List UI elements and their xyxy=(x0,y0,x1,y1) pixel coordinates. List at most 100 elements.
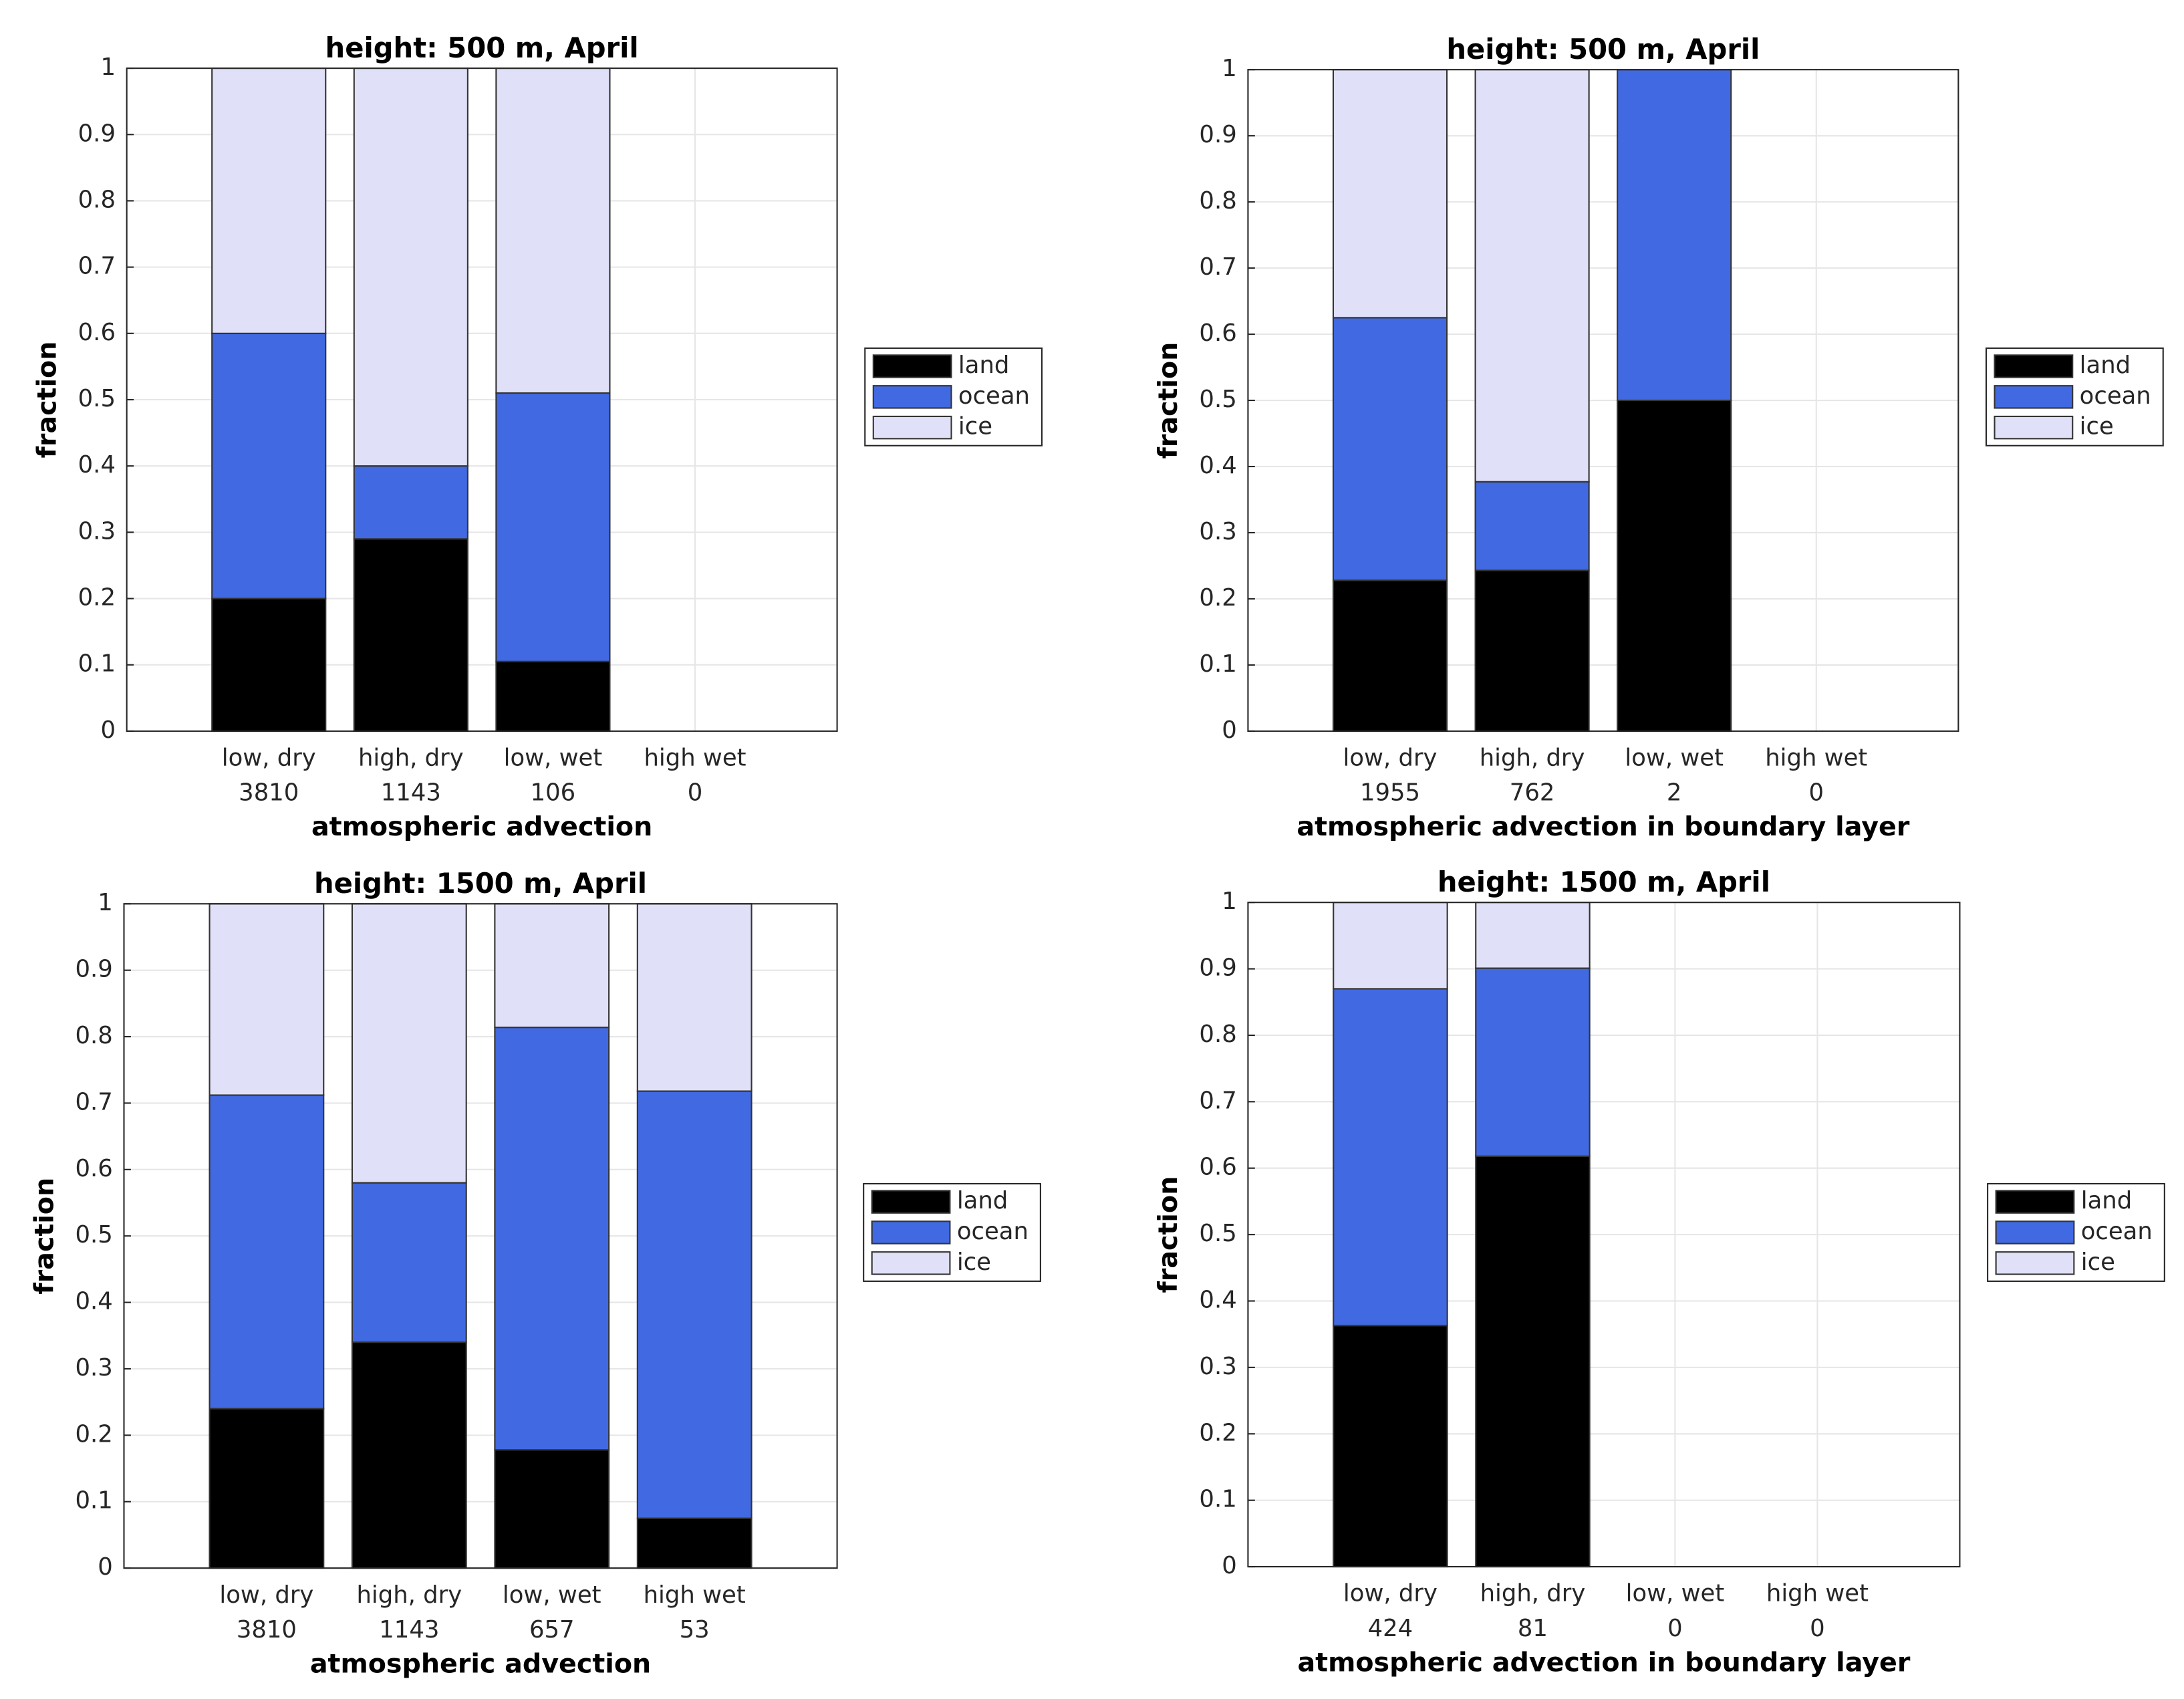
count-label: 3810 xyxy=(237,1616,297,1644)
legend-swatch xyxy=(871,1190,951,1214)
bar-segment xyxy=(353,68,468,467)
x-tick-label: high, dry xyxy=(356,1581,462,1609)
bar-segment xyxy=(209,903,325,1096)
bar-segment xyxy=(494,1027,610,1451)
y-tick-label: 0.2 xyxy=(1199,584,1236,612)
legend-label: ocean xyxy=(2080,382,2151,410)
chart-title: height: 1500 m, April xyxy=(314,867,647,900)
bar-segment xyxy=(209,1094,325,1410)
bar-segment xyxy=(1617,399,1732,732)
x-axis-label: atmospheric advection xyxy=(310,1648,651,1679)
legend-swatch xyxy=(872,354,952,378)
bar-segment xyxy=(211,598,327,732)
y-tick-label: 0 xyxy=(1222,716,1237,744)
y-tick-label: 0.4 xyxy=(1199,1287,1236,1314)
x-tick-label: high wet xyxy=(644,1581,746,1609)
y-tick-label: 0.7 xyxy=(1199,1087,1236,1114)
bar-segment xyxy=(351,903,467,1184)
bar-segment xyxy=(1333,902,1448,990)
legend-swatch xyxy=(1995,1220,2075,1245)
bar-segment xyxy=(1617,69,1732,402)
chart-title: height: 500 m, April xyxy=(1446,33,1760,66)
y-tick-label: 1 xyxy=(98,889,113,916)
bar-segment xyxy=(495,392,611,662)
axes-box xyxy=(1247,69,1959,732)
bar-segment xyxy=(1332,317,1448,581)
x-tick-label: low, dry xyxy=(222,745,316,772)
chart-title: height: 500 m, April xyxy=(325,31,639,64)
y-tick-label: 0.9 xyxy=(1199,121,1236,148)
bar-segment xyxy=(636,903,753,1092)
legend-label: ocean xyxy=(2081,1218,2153,1245)
y-tick-label: 0.3 xyxy=(75,1354,112,1382)
count-label: 1955 xyxy=(1360,779,1420,807)
y-tick-label: 0.5 xyxy=(1199,1220,1236,1247)
chart-panel: 0 0.1 0.2 0.3 0.4 0.5 0.6 0.7 0.8 0.9 1 low, dry 381… xyxy=(29,867,1041,1679)
x-tick-label: low, wet xyxy=(1626,1580,1725,1607)
bar-segment xyxy=(636,1517,753,1569)
bar-segment xyxy=(495,68,611,394)
legend-label: land xyxy=(958,352,1009,379)
legend: land ocean ice xyxy=(864,347,1043,446)
bar-segment xyxy=(1475,967,1591,1157)
count-label: 106 xyxy=(531,779,576,807)
chart-title: height: 1500 m, April xyxy=(1438,866,1770,898)
bar-segment xyxy=(1474,69,1590,483)
bar-segment xyxy=(494,903,610,1029)
y-tick-label: 0.3 xyxy=(1199,518,1236,545)
x-tick-label: high, dry xyxy=(1480,745,1585,772)
count-label: 2 xyxy=(1667,779,1682,807)
x-tick-label: low, wet xyxy=(1625,745,1724,772)
y-tick-label: 0.8 xyxy=(1199,1021,1236,1048)
y-tick-label: 1 xyxy=(1222,55,1237,82)
x-tick-label: low, wet xyxy=(503,1581,601,1609)
y-tick-label: 0.1 xyxy=(78,650,116,678)
y-tick-label: 0.3 xyxy=(1199,1353,1236,1380)
y-tick-label: 0.4 xyxy=(1199,452,1236,479)
x-tick-label: high wet xyxy=(1765,745,1867,772)
y-tick-label: 0.2 xyxy=(1199,1419,1236,1446)
y-tick-label: 1 xyxy=(100,53,116,81)
count-label: 1143 xyxy=(381,779,441,807)
count-label: 657 xyxy=(529,1616,575,1644)
legend-label: ice xyxy=(958,413,992,440)
legend-label: ice xyxy=(2080,413,2114,440)
x-axis-label: atmospheric advection xyxy=(311,811,652,842)
x-tick-label: low, wet xyxy=(504,745,603,772)
y-tick-label: 0.8 xyxy=(1199,187,1236,215)
bar-segment xyxy=(494,1449,610,1569)
count-label: 0 xyxy=(1809,779,1824,807)
x-tick-label: high, dry xyxy=(1480,1580,1586,1607)
y-tick-label: 0.5 xyxy=(78,385,116,412)
bar-segment xyxy=(1475,902,1591,969)
count-label: 3810 xyxy=(239,779,299,807)
y-tick-label: 0.3 xyxy=(78,517,116,545)
y-tick-label: 0.6 xyxy=(1199,319,1236,347)
legend-swatch xyxy=(872,415,952,440)
y-axis-label: fraction xyxy=(1153,1176,1184,1293)
count-label: 0 xyxy=(1810,1615,1825,1642)
bar-segment xyxy=(353,465,468,540)
x-axis-label: atmospheric advection in boundary layer xyxy=(1296,811,1909,842)
legend-label: ice xyxy=(2081,1249,2115,1276)
y-tick-label: 0.9 xyxy=(78,120,116,147)
bar-segment xyxy=(1474,481,1590,571)
y-tick-label: 0.6 xyxy=(1199,1154,1236,1181)
y-tick-label: 0.7 xyxy=(75,1088,112,1116)
bar-segment xyxy=(211,68,327,334)
bar-segment xyxy=(1332,579,1448,732)
bar-segment xyxy=(495,660,611,732)
x-tick-label: high, dry xyxy=(358,745,464,772)
legend-label: ice xyxy=(957,1249,991,1276)
y-tick-label: 0 xyxy=(1222,1552,1237,1579)
y-tick-label: 0.6 xyxy=(78,319,116,346)
y-tick-label: 0.9 xyxy=(1199,954,1236,982)
y-axis-label: fraction xyxy=(1153,342,1184,459)
legend: land ocean ice xyxy=(1987,1183,2165,1282)
axes-box xyxy=(126,68,838,732)
legend-label: ocean xyxy=(958,382,1030,410)
legend-swatch xyxy=(1994,354,2074,378)
y-tick-label: 0.2 xyxy=(78,584,116,612)
chart-panel: 0 0.1 0.2 0.3 0.4 0.5 0.6 0.7 0.8 0.9 1 low, dry 424… xyxy=(1153,866,2165,1678)
y-tick-label: 0.4 xyxy=(75,1288,112,1315)
